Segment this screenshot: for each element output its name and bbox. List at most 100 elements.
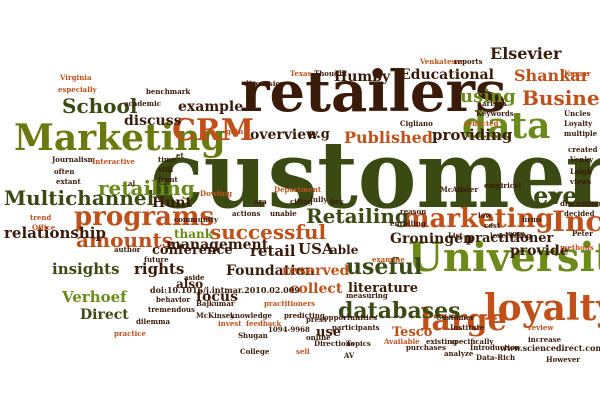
cloud-word: existing xyxy=(426,337,458,346)
cloud-word: AV xyxy=(344,351,355,360)
cloud-word: extant xyxy=(56,177,81,186)
cloud-word: al xyxy=(128,179,136,188)
cloud-word: community xyxy=(174,215,218,224)
cloud-word: low xyxy=(478,211,492,220)
cloud-word: School xyxy=(62,94,138,118)
cloud-word: knowledge xyxy=(230,311,272,320)
cloud-word: dilemma xyxy=(136,317,171,326)
cloud-word: useful xyxy=(346,254,423,280)
cloud-word: trend xyxy=(30,213,52,222)
cloud-word: Venkatesan xyxy=(420,57,465,66)
cloud-word: time xyxy=(158,155,176,164)
cloud-word: core xyxy=(508,229,526,238)
cloud-word: reflected xyxy=(464,119,499,128)
cloud-word: Institute xyxy=(450,323,485,332)
cloud-word: Shugan xyxy=(238,331,268,340)
cloud-word: collect xyxy=(290,281,343,297)
cloud-word: Published xyxy=(344,128,434,147)
cloud-word: Data-Rich xyxy=(476,353,516,362)
cloud-word: data xyxy=(462,105,551,147)
cloud-word: actions xyxy=(232,209,261,218)
cloud-word: also xyxy=(176,277,204,291)
cloud-word: examine xyxy=(372,255,405,264)
cloud-word: Uncles xyxy=(564,109,591,118)
cloud-word: fully xyxy=(310,195,328,204)
cloud-word: Department xyxy=(274,185,322,194)
cloud-word: successful xyxy=(210,220,327,244)
cloud-word: leveraging xyxy=(490,231,532,240)
cloud-word: feedback xyxy=(246,319,282,328)
cloud-word: McAlister xyxy=(440,185,479,194)
cloud-word: benchmark xyxy=(146,87,191,96)
cloud-word: List xyxy=(448,231,463,240)
cloud-word: However xyxy=(546,355,580,364)
cloud-word: Leigh xyxy=(570,167,593,176)
cloud-word: Peter xyxy=(572,229,593,238)
cloud-word: unable xyxy=(270,209,297,218)
cloud-word: firms xyxy=(522,215,543,224)
cloud-word: provide xyxy=(510,243,569,259)
cloud-word: retailing xyxy=(98,176,195,200)
cloud-word: level xyxy=(524,181,587,210)
cloud-word: customer xyxy=(150,119,600,229)
cloud-word: providing xyxy=(432,126,513,144)
cloud-word: Introduction xyxy=(470,343,520,352)
cloud-word: review xyxy=(528,323,554,332)
cloud-word: rights xyxy=(134,260,185,278)
cloud-word: reserved xyxy=(282,263,350,279)
cloud-word: often xyxy=(54,167,75,176)
cloud-word: Direct xyxy=(80,307,129,323)
cloud-word: online xyxy=(306,333,331,342)
cloud-word: sell xyxy=(296,347,310,356)
cloud-word: using xyxy=(460,86,516,107)
cloud-word: Marketing xyxy=(14,117,226,159)
cloud-word: University xyxy=(408,234,600,281)
cloud-word: discuss xyxy=(124,113,182,129)
cloud-word: opportunities xyxy=(324,313,378,322)
cloud-word: gain xyxy=(226,127,244,136)
cloud-word: Retailing xyxy=(306,204,409,228)
cloud-word: Thought xyxy=(314,69,348,78)
cloud-word: enrolling xyxy=(390,219,426,228)
cloud-word: Bajkumar xyxy=(196,299,235,308)
cloud-word: discussion xyxy=(244,79,286,88)
cloud-word: cost xyxy=(484,221,501,230)
cloud-word: insights xyxy=(52,260,120,278)
cloud-word: programs xyxy=(74,202,215,232)
cloud-word: Business xyxy=(522,86,600,110)
cloud-word: conference xyxy=(152,243,233,258)
cloud-word: practitioners xyxy=(264,299,316,308)
cloud-word: specifically xyxy=(450,337,494,346)
cloud-word: Directions xyxy=(314,339,355,348)
cloud-word: still xyxy=(158,165,174,174)
cloud-word: Kumar xyxy=(564,69,591,78)
cloud-word: Office xyxy=(32,223,56,232)
cloud-word: Groningen xyxy=(390,231,474,247)
cloud-word: Foundation xyxy=(226,263,316,279)
cloud-word: Cigliano xyxy=(400,119,433,128)
cloud-word: academic xyxy=(124,99,162,108)
cloud-word: relationship xyxy=(4,224,106,242)
cloud-word: College xyxy=(240,347,270,356)
cloud-word: Loyalty xyxy=(564,119,593,128)
cloud-word: Humby xyxy=(334,69,391,85)
cloud-word: practitioner xyxy=(466,231,554,246)
cloud-word: aside xyxy=(184,273,205,282)
cloud-word: CRM xyxy=(172,113,255,148)
cloud-word: McKinsey xyxy=(196,311,235,320)
cloud-word: analyze xyxy=(444,349,474,358)
cloud-word: practice xyxy=(114,329,146,338)
cloud-word: overview xyxy=(250,127,319,143)
cloud-word: Keywords xyxy=(476,109,514,118)
cloud-word: press xyxy=(306,315,327,324)
cloud-word: ara xyxy=(254,197,267,206)
cloud-word: Texas xyxy=(290,69,312,78)
cloud-word: Shankar xyxy=(514,66,590,85)
cloud-word: tremendous xyxy=(148,305,195,314)
cloud-word: author xyxy=(114,245,141,254)
cloud-word: Virginia xyxy=(60,73,92,82)
cloud-word: Educational xyxy=(400,67,494,83)
cloud-word: decided xyxy=(564,209,595,218)
cloud-word: arisen xyxy=(482,99,507,108)
